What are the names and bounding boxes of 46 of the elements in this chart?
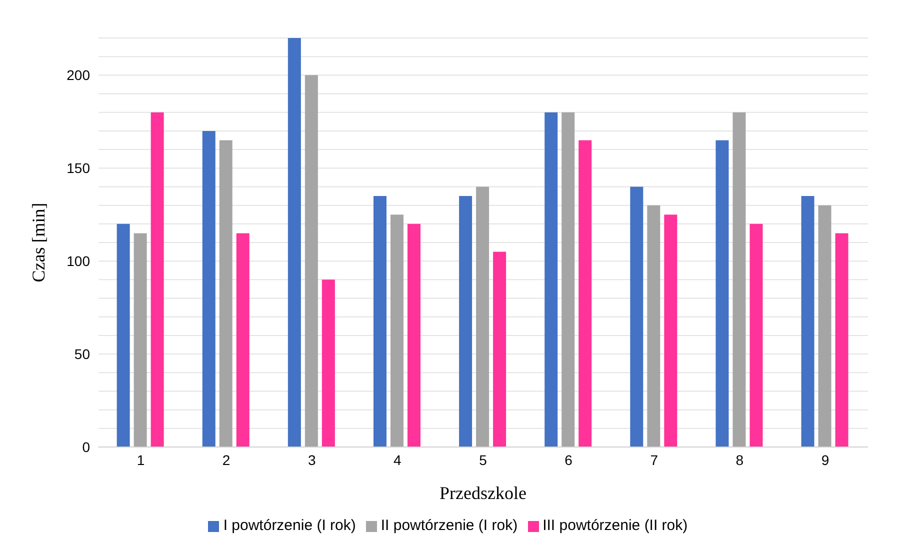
x-tick-label: 9 — [821, 452, 830, 468]
bar — [835, 233, 848, 447]
bar — [304, 75, 318, 447]
bar — [630, 186, 644, 447]
bar — [134, 233, 147, 447]
bar — [236, 233, 250, 447]
y-tick-label: 150 — [66, 160, 90, 176]
bar — [476, 186, 490, 447]
x-axis-title: Przedszkole — [440, 483, 526, 503]
bar — [578, 140, 592, 447]
bar — [716, 140, 729, 447]
x-tick-label: 6 — [564, 452, 573, 468]
bar — [664, 214, 678, 447]
bar — [116, 224, 130, 447]
bar — [732, 112, 746, 447]
bar — [202, 130, 216, 447]
x-tick-label: 1 — [136, 452, 145, 468]
bar — [459, 196, 472, 447]
bar — [390, 214, 404, 447]
y-tick-label: 50 — [74, 346, 90, 362]
bar — [750, 224, 763, 447]
x-tick-label: 8 — [736, 452, 744, 468]
legend-label: III powtórzenie (II rok) — [542, 517, 688, 534]
x-tick-label: 7 — [650, 452, 658, 468]
x-tick-label: 5 — [479, 452, 488, 468]
y-axis-title: Czas [min] — [28, 202, 48, 282]
bar — [544, 112, 558, 447]
bar — [150, 112, 164, 447]
y-tick-label: 100 — [66, 253, 90, 270]
legend-label: I powtórzenie (I rok) — [223, 517, 356, 534]
bar — [801, 196, 814, 447]
y-tick-label: 0 — [82, 438, 90, 455]
x-tick-label: 4 — [394, 452, 402, 468]
bar — [647, 205, 660, 447]
bar — [407, 224, 420, 447]
y-tick-label: 200 — [66, 67, 90, 84]
bar — [493, 252, 506, 447]
x-tick-label: 3 — [308, 452, 316, 468]
bar — [818, 205, 832, 447]
bar — [373, 196, 386, 447]
legend-label: II powtórzenie (I rok) — [380, 517, 518, 534]
bar — [219, 140, 232, 447]
bar — [562, 112, 575, 447]
x-tick-label: 2 — [222, 452, 230, 468]
bar — [288, 38, 301, 447]
bar — [322, 280, 335, 447]
